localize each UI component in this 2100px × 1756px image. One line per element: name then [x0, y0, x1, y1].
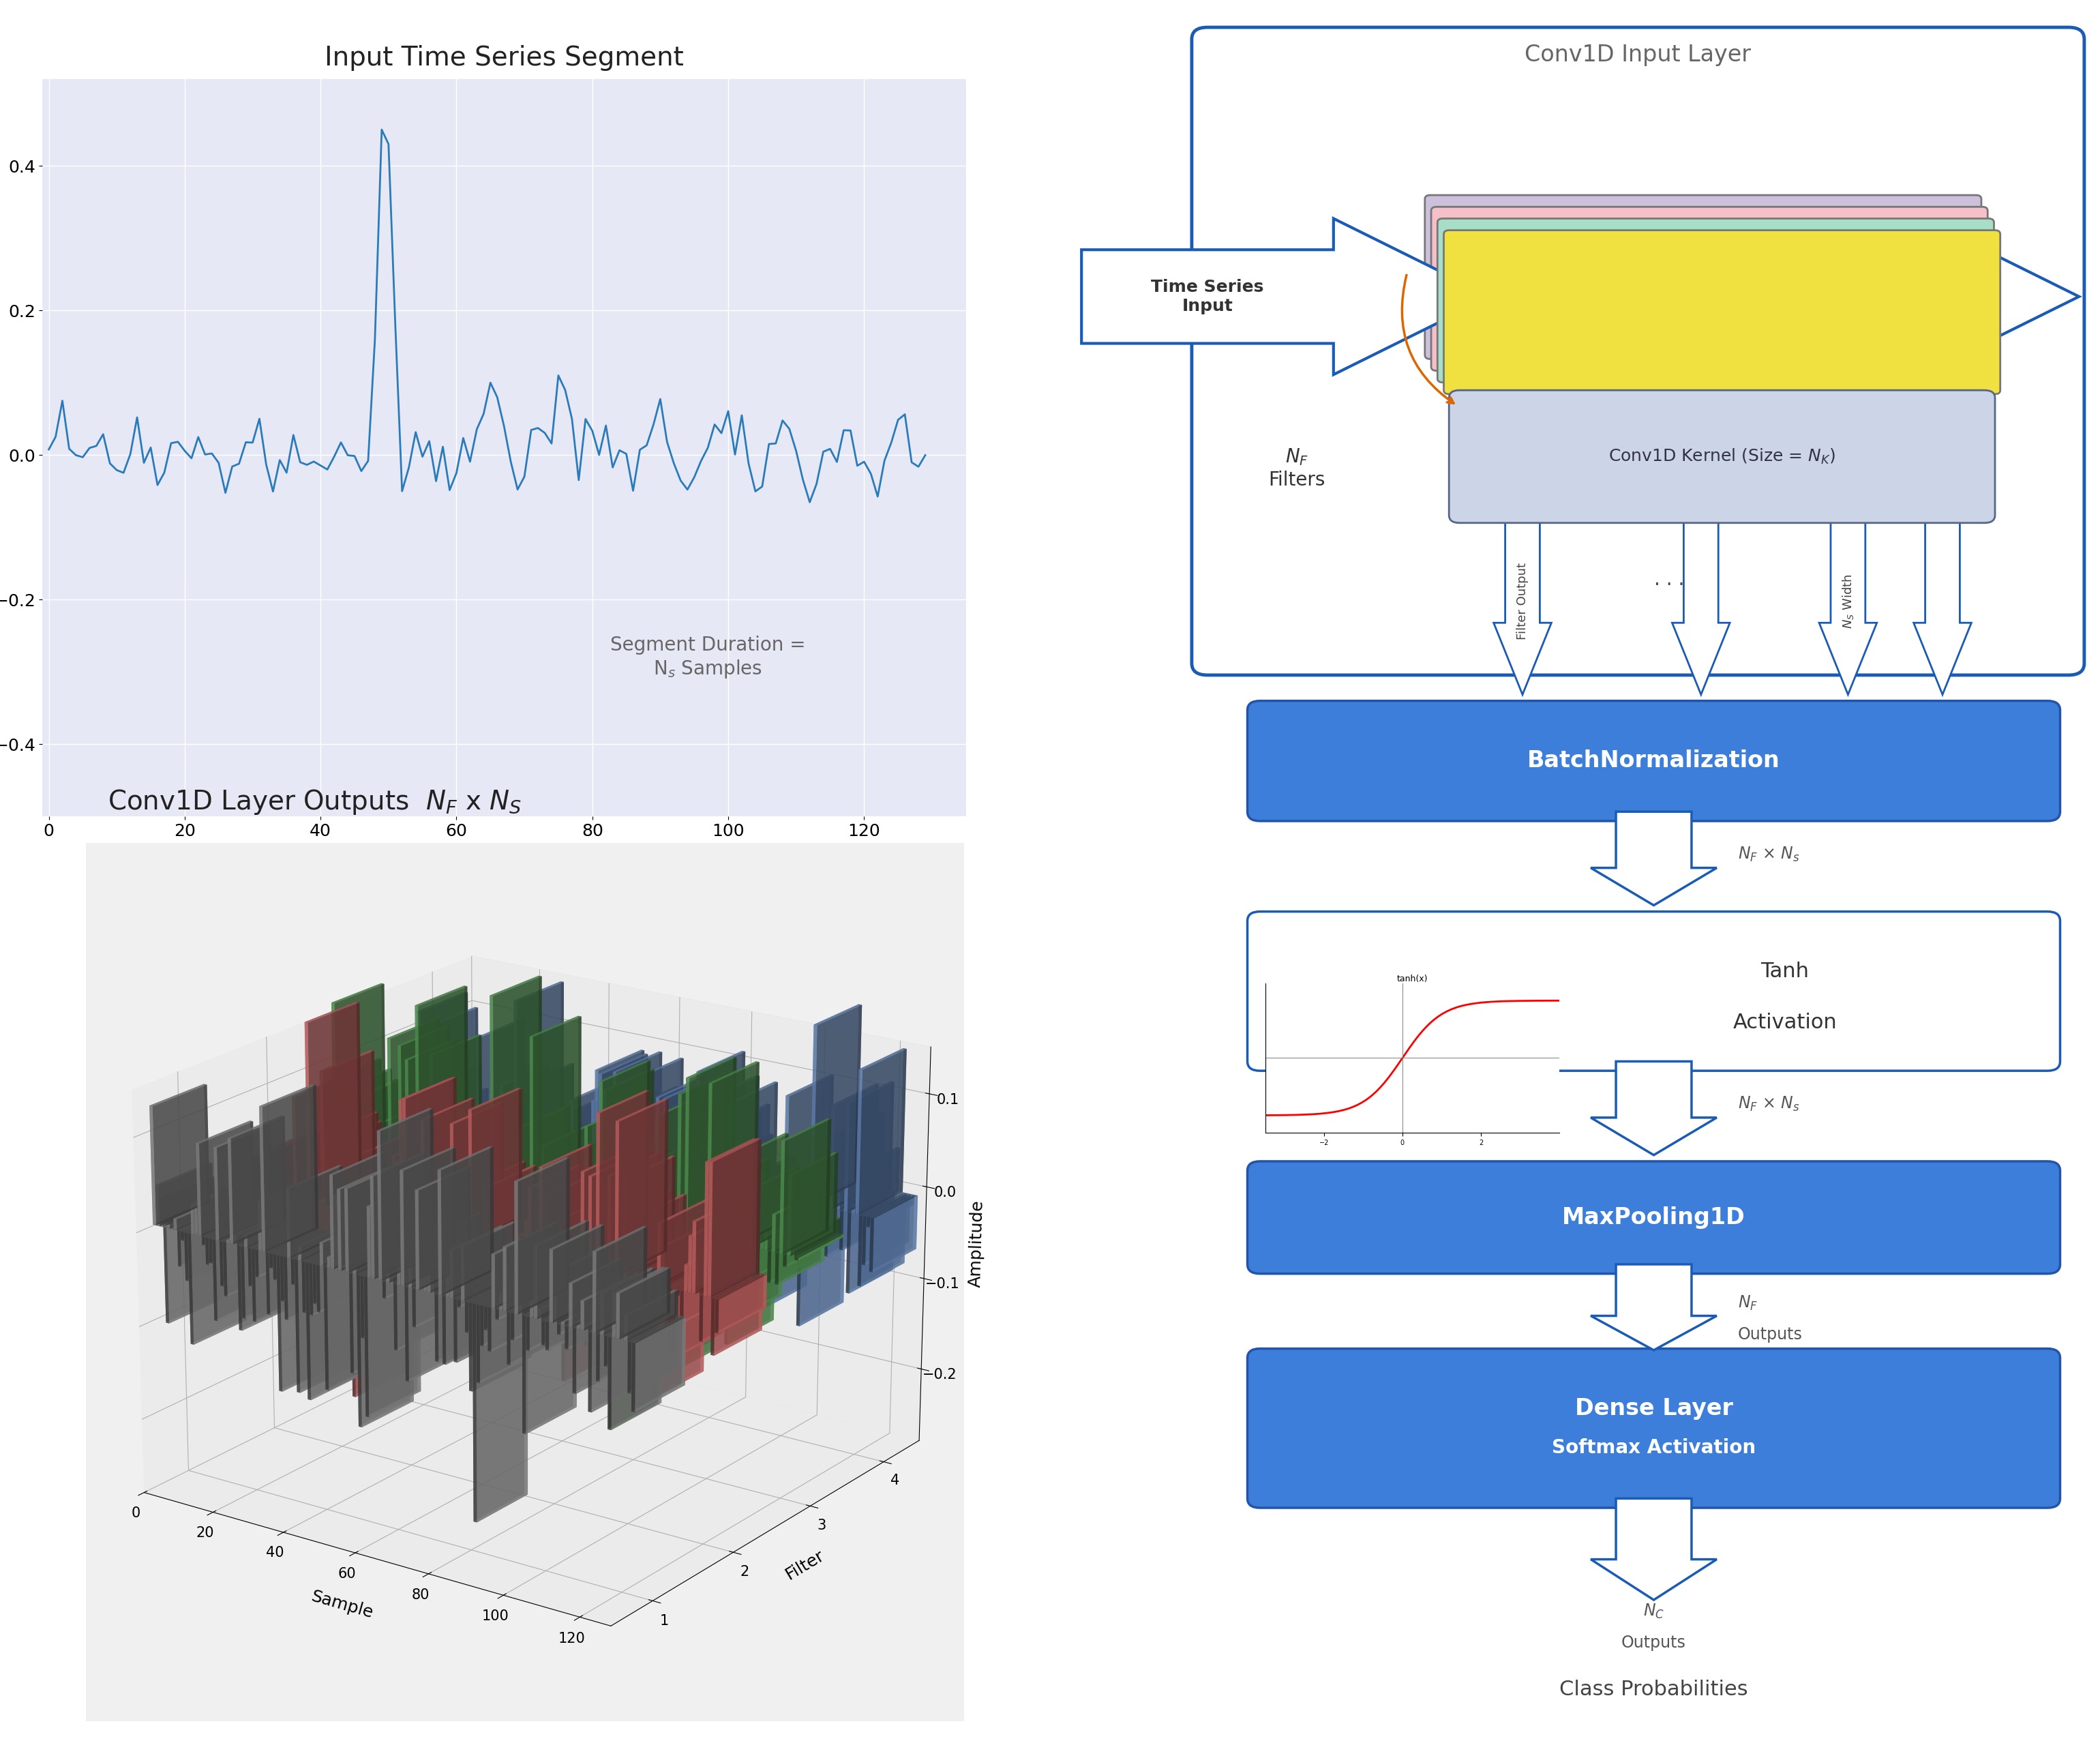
FancyBboxPatch shape	[1247, 701, 2060, 822]
Text: $N_S$ Width: $N_S$ Width	[1842, 574, 1854, 629]
Text: Outputs: Outputs	[1737, 1326, 1802, 1343]
Text: $N_F$
Filters: $N_F$ Filters	[1268, 448, 1325, 490]
FancyBboxPatch shape	[1432, 207, 1989, 371]
FancyBboxPatch shape	[1247, 911, 2060, 1071]
X-axis label: Sample: Sample	[464, 843, 544, 864]
Text: Time Series
Input: Time Series Input	[1151, 279, 1264, 314]
Y-axis label: Filter: Filter	[783, 1547, 827, 1582]
FancyBboxPatch shape	[1438, 218, 1995, 383]
Polygon shape	[1592, 1061, 1718, 1155]
Text: · · ·: · · ·	[1655, 576, 1684, 595]
Polygon shape	[1592, 811, 1718, 906]
Text: BatchNormalization: BatchNormalization	[1527, 750, 1781, 773]
FancyBboxPatch shape	[1247, 1161, 2060, 1273]
Text: Tanh: Tanh	[1760, 962, 1810, 982]
Text: $N_F$ × $N_s$: $N_F$ × $N_s$	[1737, 846, 1800, 864]
FancyBboxPatch shape	[1247, 1349, 2060, 1508]
Text: Conv1D Input Layer: Conv1D Input Layer	[1525, 44, 1751, 67]
Text: Conv1D Layer Outputs  $\mathit{N_F}$ x $\mathit{N_S}$: Conv1D Layer Outputs $\mathit{N_F}$ x $\…	[107, 788, 523, 817]
Polygon shape	[1819, 515, 1877, 695]
Polygon shape	[1672, 515, 1730, 695]
Polygon shape	[1592, 1498, 1718, 1600]
Text: Conv1D Kernel (Size = $N_K$): Conv1D Kernel (Size = $N_K$)	[1609, 448, 1835, 465]
Polygon shape	[1913, 515, 1972, 695]
Text: $N_F$: $N_F$	[1737, 1294, 1758, 1312]
Polygon shape	[1082, 218, 1491, 374]
FancyBboxPatch shape	[1445, 230, 1999, 393]
Text: MaxPooling1D: MaxPooling1D	[1562, 1206, 1745, 1229]
Text: $N_C$: $N_C$	[1642, 1603, 1665, 1621]
Text: $N_F$ × $N_s$: $N_F$ × $N_s$	[1737, 1096, 1800, 1113]
X-axis label: Sample: Sample	[309, 1589, 374, 1623]
Text: Dense Layer: Dense Layer	[1575, 1398, 1732, 1421]
Polygon shape	[1493, 515, 1552, 695]
Text: Segment Duration =
N$_s$ Samples: Segment Duration = N$_s$ Samples	[611, 636, 806, 680]
FancyBboxPatch shape	[1193, 28, 2083, 674]
Title: Input Time Series Segment: Input Time Series Segment	[323, 46, 685, 72]
Polygon shape	[1592, 1264, 1718, 1350]
FancyBboxPatch shape	[1424, 195, 1980, 358]
Polygon shape	[1879, 239, 2079, 355]
Text: Stride Shift: Stride Shift	[1873, 290, 1966, 304]
Text: Activation: Activation	[1732, 1013, 1837, 1033]
Text: Outputs: Outputs	[1621, 1635, 1686, 1651]
Text: Filter Output: Filter Output	[1516, 562, 1529, 639]
Text: Softmax Activation: Softmax Activation	[1552, 1438, 1756, 1457]
FancyBboxPatch shape	[1449, 390, 1995, 523]
Text: Class Probabilities: Class Probabilities	[1560, 1680, 1747, 1700]
